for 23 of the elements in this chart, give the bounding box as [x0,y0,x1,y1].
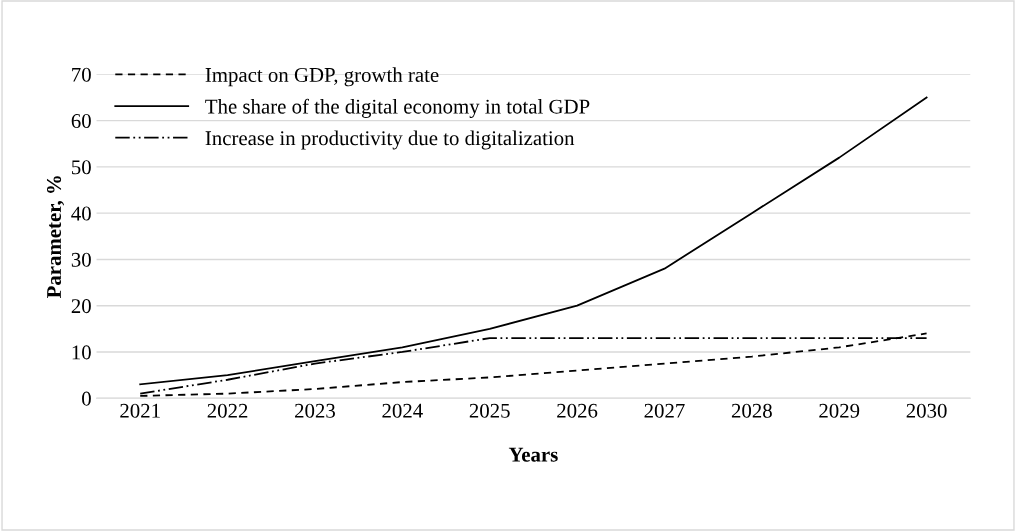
legend-label: Increase in productivity due to digitalization [205,130,575,150]
x-tick-label: 2029 [819,403,860,418]
x-tick-label: 2026 [557,403,598,418]
y-tick-label: 40 [71,206,91,221]
y-tick-label: 50 [72,160,91,175]
y-tick-label: 10 [72,345,91,360]
legend-label: The share of the digital economy in total GDP [205,98,590,118]
x-tick-label: 2021 [120,403,160,418]
y-axis-title: Parameter, % [46,176,65,299]
y-tick-label: 20 [71,299,91,314]
x-tick-label: 2023 [295,403,335,418]
legend-label: Impact on GDP, growth rate [205,67,439,87]
x-tick-label: 2022 [207,403,248,418]
x-tick-label: 2028 [731,403,772,418]
x-tick-label: 2027 [644,403,685,418]
y-tick-label: 0 [82,391,91,406]
x-axis-title: Years [508,447,558,462]
y-tick-label: 30 [71,252,91,267]
y-tick-label: 70 [72,67,91,82]
x-tick-label: 2024 [382,403,423,418]
x-tick-label: 2030 [906,403,947,418]
x-tick-label: 2025 [469,403,510,418]
y-tick-label: 60 [71,113,91,129]
